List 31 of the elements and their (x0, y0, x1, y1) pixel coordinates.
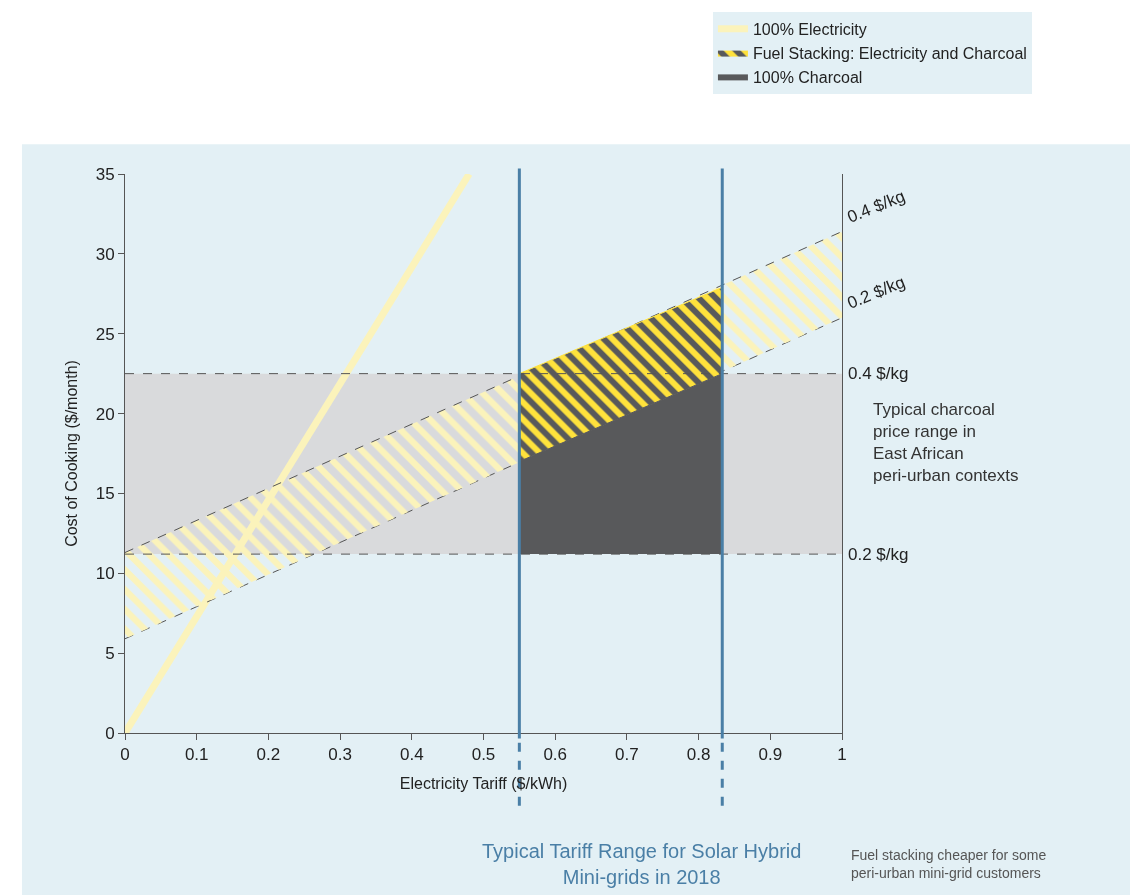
text: Fuel Stacking: Electricity and Charcoal (752, 44, 1027, 62)
ref-line-label: 0.2 $/kg (848, 545, 909, 564)
y-tick-label: 0 (105, 723, 115, 743)
annotation: 0.4 $/kg (844, 186, 908, 227)
text: Typical charcoal price range in East African peri-urban contexts (873, 400, 1019, 486)
x-tick-label: 0.3 (328, 745, 352, 765)
x-tick-label: 0.2 (256, 745, 281, 765)
y-tick-label: 20 (95, 404, 115, 424)
x-tick-label: 0.9 (758, 745, 783, 765)
x-axis-title: Electricity Tariff ($/kWh) (399, 775, 568, 793)
y-tick-label: 35 (95, 164, 115, 184)
y-axis-title: Cost of Cooking ($/month) (62, 360, 80, 547)
y-tick-label: 15 (95, 484, 115, 504)
x-tick-label: 0.5 (471, 745, 496, 765)
x-tick-label: 0.8 (686, 745, 711, 765)
x-tick-label: 0 (120, 745, 130, 765)
x-tick-label: 0.7 (615, 745, 639, 765)
y-tick-label: 10 (95, 564, 115, 584)
x-tick-label: 0.1 (184, 745, 209, 765)
text: Typical Tariff Range for Solar Hybrid Mini-grids in 2018 (482, 840, 802, 888)
x-tick-label: 0.4 (399, 745, 424, 765)
annotation: 0.2 $/kg (844, 272, 908, 313)
legend-label: 100% Charcoal (752, 68, 863, 86)
text: Fuel stacking cheaper for some peri-urban mini-grid customers (851, 847, 1047, 882)
x-tick-label: 0.6 (543, 745, 568, 765)
x-tick-label: 1 (837, 745, 847, 765)
y-tick-label: 25 (95, 324, 115, 344)
y-tick-label: 30 (95, 244, 115, 264)
ref-line-label: 0.4 $/kg (848, 364, 909, 383)
y-tick-label: 5 (105, 644, 115, 664)
legend-label: 100% Electricity (752, 21, 867, 39)
